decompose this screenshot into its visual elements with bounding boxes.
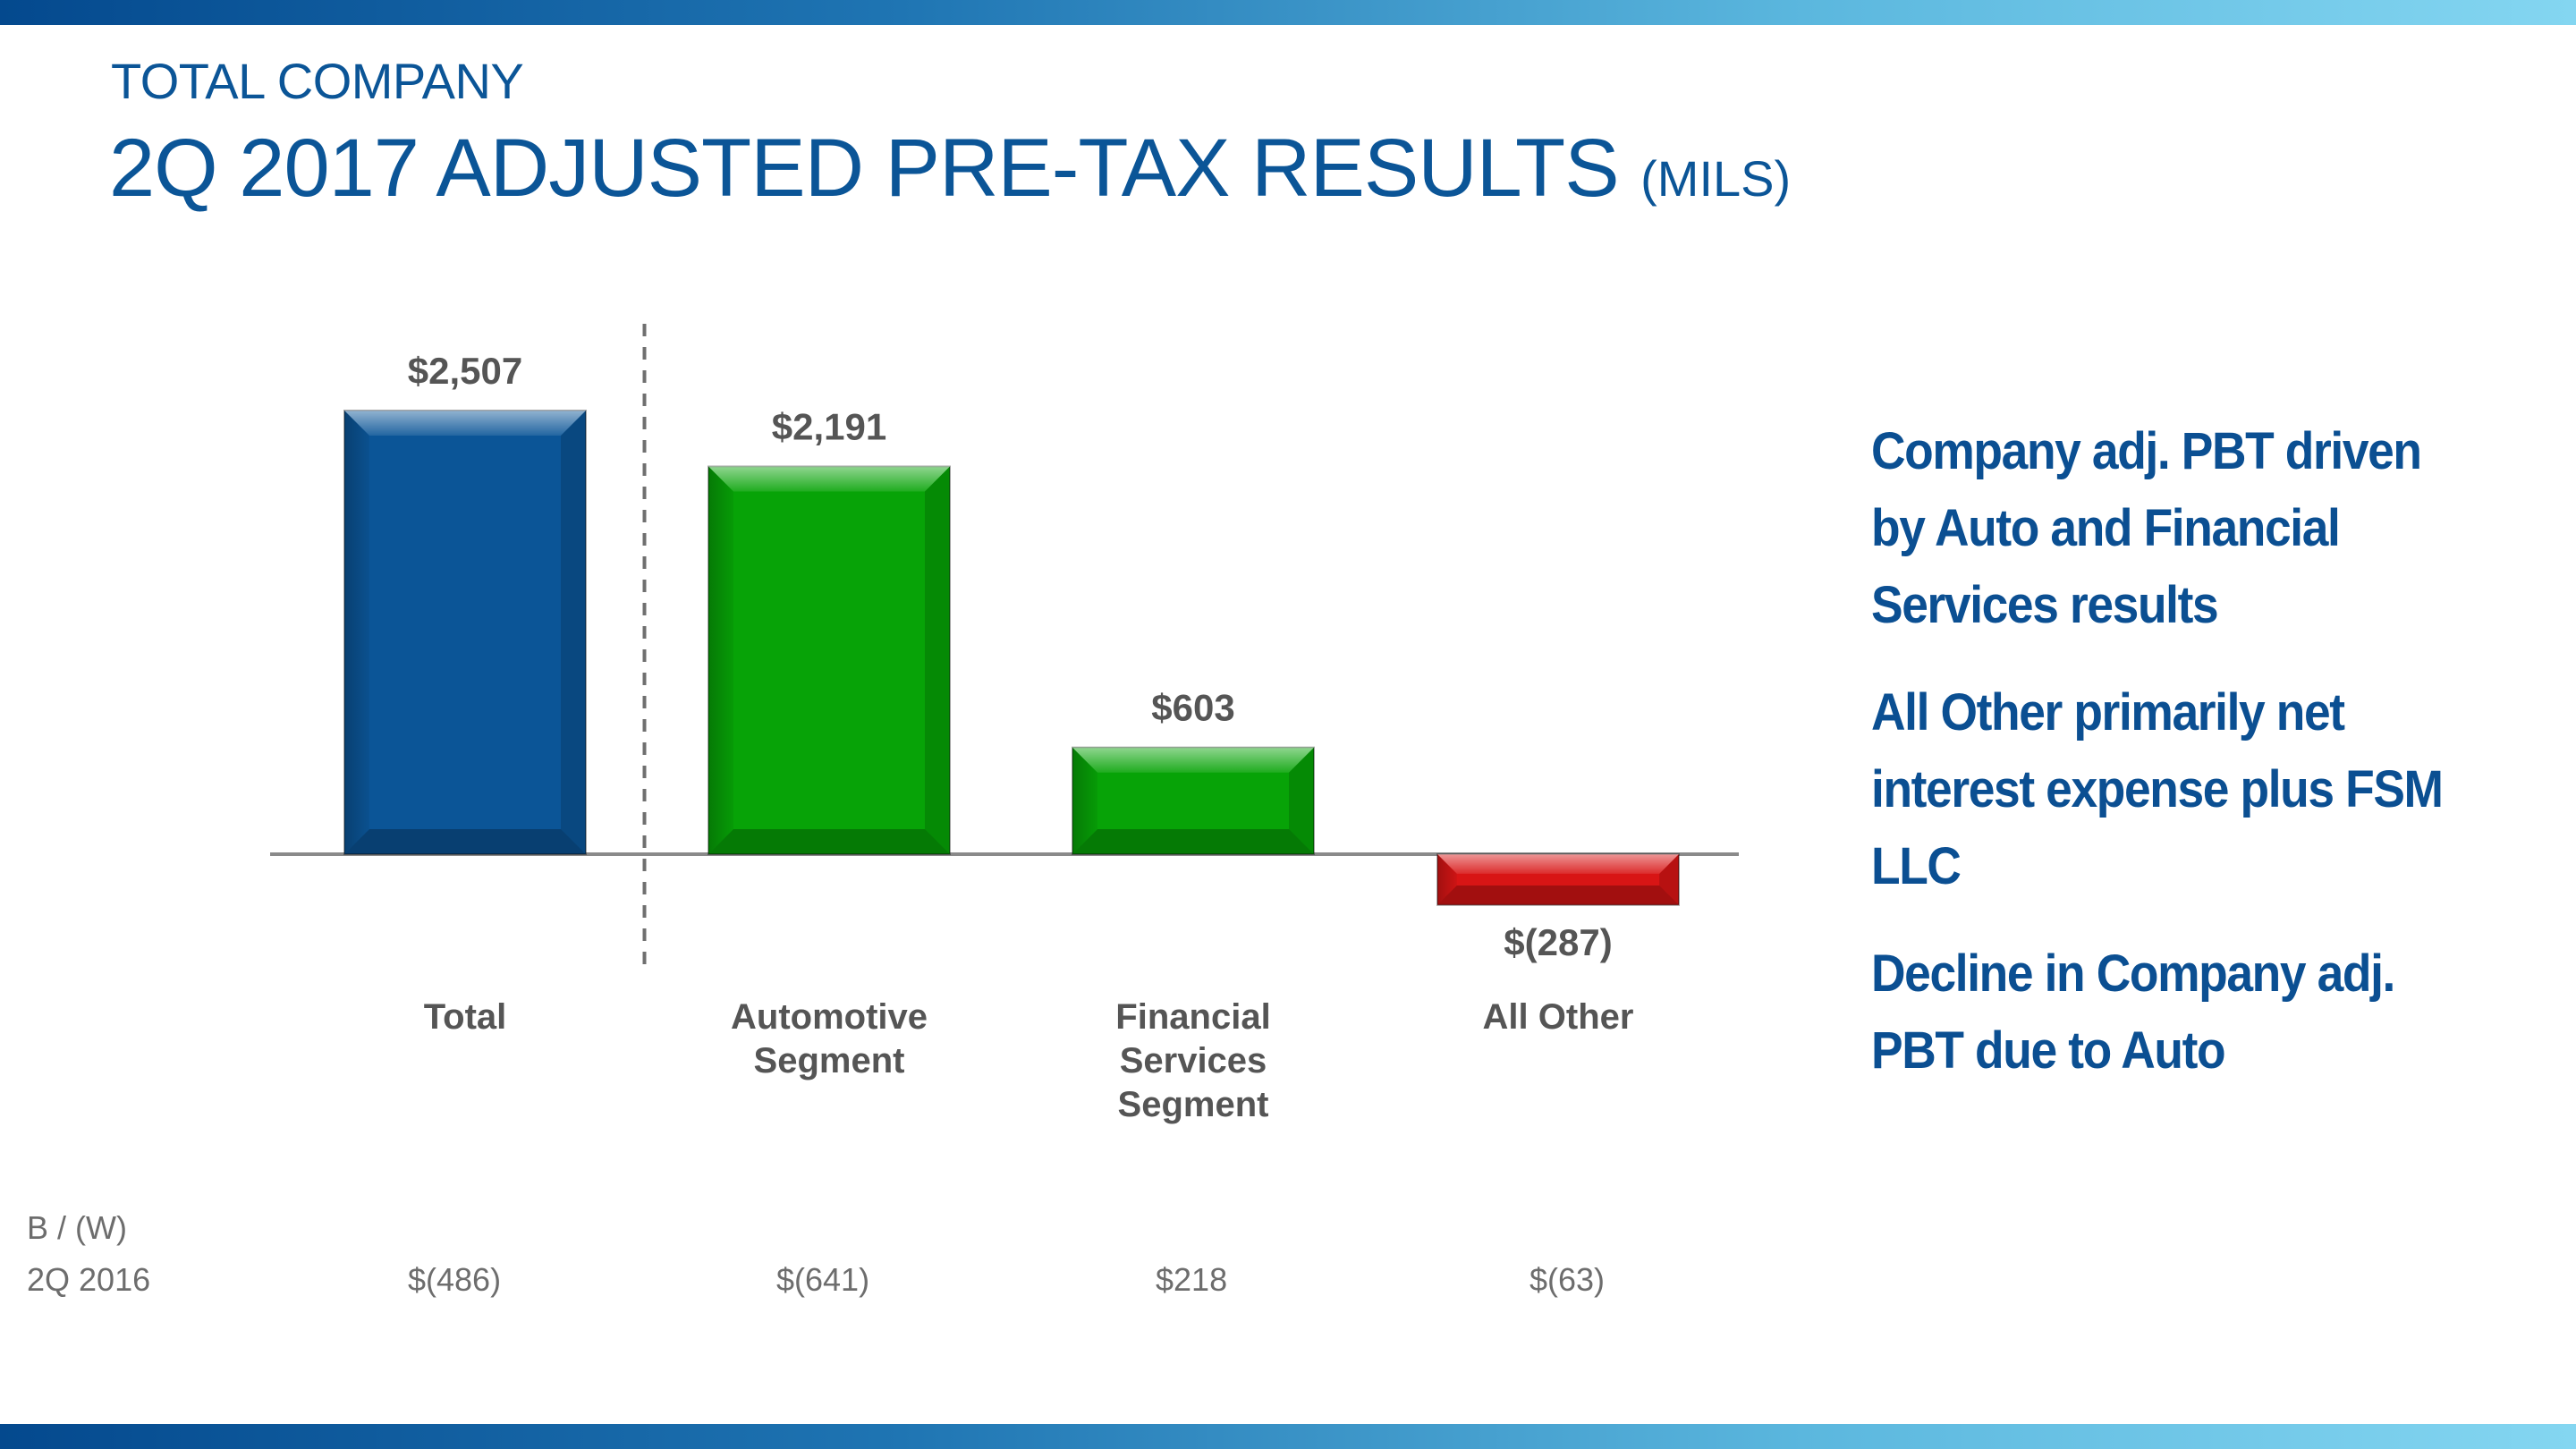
bar-chart: $2,507 Total $2,191 Automotive Segment $603 Fi… — [270, 324, 1739, 1124]
category-label-line: Segment — [1118, 1085, 1269, 1124]
bar-bevel-right — [561, 411, 586, 854]
top-gradient-band — [0, 0, 2576, 25]
comparison-value-financial: $218 — [1156, 1261, 1228, 1298]
category-label-line: Services — [1120, 1041, 1267, 1080]
bar-bevel-right — [1289, 747, 1314, 854]
category-label: Automotive Segment — [731, 997, 928, 1080]
comparison-value-automotive: $(641) — [776, 1261, 870, 1298]
bar-value-label: $603 — [1151, 687, 1234, 729]
comparison-value-total: $(486) — [408, 1261, 502, 1298]
comparison-label: B / (W) — [27, 1209, 127, 1246]
bar-bevel-top — [1437, 854, 1679, 874]
bar-bevel-top — [344, 411, 586, 436]
commentary-item: All Other primarily net interest expense… — [1871, 683, 2444, 895]
comparison-period: 2Q 2016 — [27, 1261, 151, 1298]
bar-value-label: $(287) — [1504, 921, 1612, 963]
bottom-gradient-band — [0, 1424, 2576, 1449]
bar-bevel-right — [925, 466, 950, 854]
bar — [708, 465, 951, 855]
bar-group — [343, 410, 587, 855]
bar-group — [708, 465, 951, 855]
bar-bevel-left — [708, 466, 733, 854]
title-unit: (MILS) — [1640, 150, 1792, 207]
section-subtitle: TOTAL COMPANY — [111, 53, 524, 109]
bar-bevel-top — [1072, 747, 1314, 773]
bar-bevel-left — [1072, 747, 1097, 854]
comparison-value-all-other: $(63) — [1530, 1261, 1606, 1298]
category-label: Financial Services Segment — [1115, 997, 1270, 1124]
bar-group — [1072, 746, 1315, 856]
bar-bevel-bottom — [344, 829, 586, 854]
bar-bevel-top — [708, 466, 950, 492]
title-text: 2Q 2017 ADJUSTED PRE-TAX RESULTS — [109, 123, 1620, 214]
commentary-item: Company adj. PBT driven by Auto and Fina… — [1871, 422, 2422, 634]
bar-bevel-left — [1437, 854, 1457, 905]
category-label: Total — [424, 997, 507, 1037]
bar-bevel-right — [1659, 854, 1679, 905]
commentary-item: Decline in Company adj. PBT due to Auto — [1871, 945, 2395, 1080]
commentary-list: Company adj. PBT driven by Auto and Fina… — [1871, 413, 2533, 1120]
bar-bevel-bottom — [1437, 885, 1679, 905]
bar-bevel-bottom — [1072, 829, 1314, 854]
category-label-line: Automotive — [731, 997, 928, 1037]
bar-bevel-bottom — [708, 829, 950, 854]
category-label-line: Total — [424, 997, 507, 1037]
category-label: All Other — [1483, 997, 1634, 1037]
slide-title: 2Q 2017 ADJUSTED PRE-TAX RESULTS (MILS) — [109, 122, 1791, 216]
category-label-line: All Other — [1483, 997, 1634, 1037]
bar — [343, 410, 587, 855]
category-label-line: Segment — [754, 1041, 905, 1080]
bar-bevel-left — [344, 411, 369, 854]
bar-group — [1436, 853, 1680, 906]
bar-value-label: $2,191 — [772, 406, 886, 448]
category-label-line: Financial — [1115, 997, 1270, 1037]
bar-value-label: $2,507 — [408, 350, 522, 392]
